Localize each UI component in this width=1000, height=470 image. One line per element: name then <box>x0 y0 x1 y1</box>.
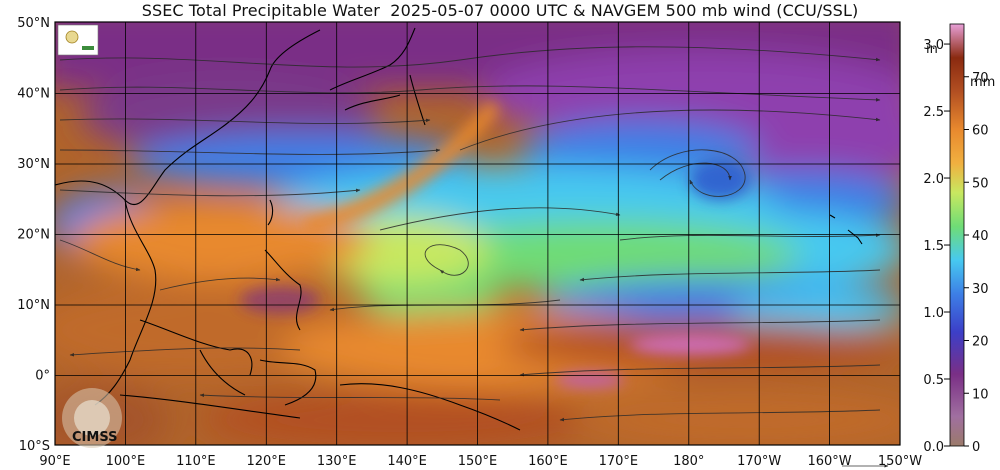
map-frame <box>54 21 901 446</box>
latitude-label: 50°N <box>17 16 50 31</box>
inch-tick-label: 0.0 <box>923 440 944 455</box>
longitude-label: 150°E <box>458 454 498 469</box>
lat-lon-grid <box>55 22 900 445</box>
tpw-field <box>55 22 900 445</box>
mm-tick-label: 60 <box>972 124 989 139</box>
longitude-label: 110°E <box>176 454 216 469</box>
ssec-logo <box>57 24 99 56</box>
longitude-label: 160°E <box>528 454 568 469</box>
mm-unit-label: mm <box>970 75 995 90</box>
inch-tick-label: 1.0 <box>923 306 944 321</box>
longitude-label: 130°E <box>317 454 357 469</box>
longitude-label: 140°E <box>387 454 427 469</box>
colorbar-mm-scale: 70 60 50 40 30 20 10 0 <box>964 71 989 455</box>
inch-tick-label: 2.0 <box>923 172 944 187</box>
latitude-label: 10°S <box>19 439 50 454</box>
longitude-label: 180° <box>673 454 704 469</box>
cimss-logo-text: CIMSS <box>72 430 117 445</box>
longitude-label: 100°E <box>106 454 146 469</box>
latitude-labels: 50°N 40°N 30°N 20°N 10°N 0° 10°S <box>17 16 50 454</box>
mm-tick-label: 10 <box>972 387 989 402</box>
longitude-label: 170°E <box>599 454 639 469</box>
cimss-logo: CIMSS <box>62 388 122 448</box>
mm-tick-label: 20 <box>972 335 989 350</box>
longitude-label: 150°W <box>878 454 922 469</box>
inch-tick-label: 3.0 <box>923 38 944 53</box>
wind-streamlines <box>59 46 881 422</box>
inch-tick-label: 0.5 <box>923 373 944 388</box>
latitude-label: 40°N <box>17 87 50 102</box>
latitude-label: 30°N <box>17 157 50 172</box>
mm-tick-label: 70 <box>972 71 989 86</box>
inch-unit-label: in <box>926 42 938 57</box>
colorbar <box>949 23 965 447</box>
latitude-label: 0° <box>35 369 50 384</box>
longitude-labels: 90°E 100°E 110°E 120°E 130°E 140°E 150°E 160°E 1… <box>39 454 922 469</box>
coastlines <box>55 27 863 431</box>
longitude-label: 120°E <box>246 454 286 469</box>
inch-tick-label: 1.5 <box>923 239 944 254</box>
latitude-label: 10°N <box>17 298 50 313</box>
longitude-label: 160°W <box>807 454 851 469</box>
mm-tick-label: 40 <box>972 229 989 244</box>
colorbar-inch-scale: 3.0 2.5 2.0 1.5 1.0 0.5 0.0 <box>923 38 950 455</box>
latitude-label: 20°N <box>17 228 50 243</box>
chart-title: SSEC Total Precipitable Water 2025-05-07… <box>141 1 859 20</box>
mm-tick-label: 30 <box>972 282 989 297</box>
mm-tick-label: 0 <box>972 440 980 455</box>
inch-tick-label: 2.5 <box>923 105 944 120</box>
longitude-label: 170°W <box>737 454 781 469</box>
mm-tick-label: 50 <box>972 176 989 191</box>
longitude-label: 90°E <box>39 454 70 469</box>
